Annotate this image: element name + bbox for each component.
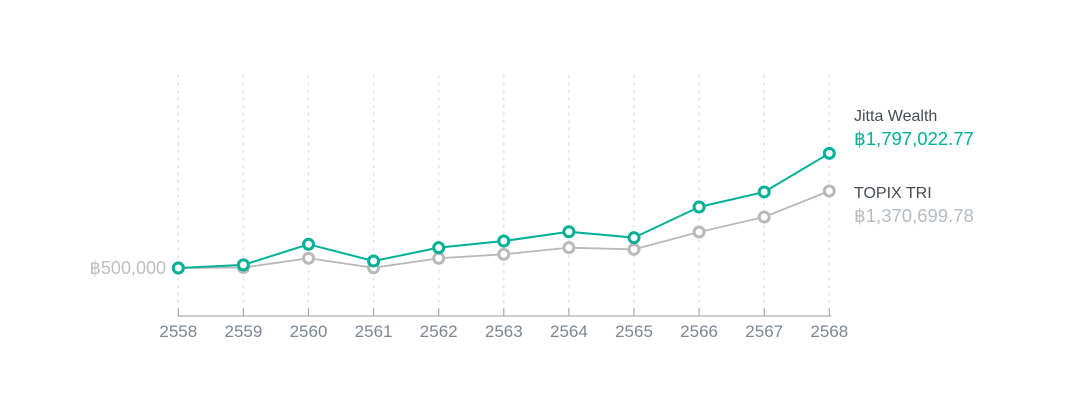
legend-series-name: TOPIX TRI [854, 185, 932, 202]
data-point-topix-tri-2566[interactable] [692, 225, 706, 239]
data-point-jitta-wealth-2563[interactable] [497, 234, 511, 248]
x-tick-label: 2560 [290, 322, 328, 341]
data-point-topix-tri-2567[interactable] [757, 210, 771, 224]
x-tick-label: 2561 [355, 322, 393, 341]
chart-legend: Jitta Wealth ฿1,797,022.77 TOPIX TRI ฿1,… [854, 106, 1064, 260]
legend-item-jitta-wealth: Jitta Wealth ฿1,797,022.77 [854, 106, 1064, 151]
legend-series-value: ฿1,370,699.78 [854, 205, 974, 226]
data-point-topix-tri-2562[interactable] [432, 251, 446, 265]
x-tick-label: 2564 [550, 322, 588, 341]
x-tick-label: 2559 [224, 322, 262, 341]
x-tick-label: 2568 [810, 322, 848, 341]
data-point-jitta-wealth-2566[interactable] [692, 200, 706, 214]
data-point-topix-tri-2568[interactable] [822, 184, 836, 198]
y-baseline-label: ฿500,000 [89, 258, 166, 278]
data-point-jitta-wealth-2561[interactable] [367, 254, 381, 268]
data-point-jitta-wealth-2558[interactable] [171, 261, 185, 275]
legend-item-topix-tri: TOPIX TRI ฿1,370,699.78 [854, 183, 1064, 228]
x-tick-label: 2563 [485, 322, 523, 341]
data-point-topix-tri-2560[interactable] [302, 251, 315, 265]
data-point-jitta-wealth-2568[interactable] [822, 146, 836, 160]
x-tick-label: 2565 [615, 322, 653, 341]
data-point-topix-tri-2563[interactable] [497, 247, 511, 261]
data-point-topix-tri-2564[interactable] [562, 241, 576, 255]
x-tick-label: 2562 [420, 322, 458, 341]
data-point-jitta-wealth-2564[interactable] [562, 225, 576, 239]
legend-series-value: ฿1,797,022.77 [854, 128, 974, 149]
x-tick-label: 2566 [680, 322, 718, 341]
data-point-topix-tri-2565[interactable] [627, 242, 641, 256]
x-tick-label: 2558 [159, 322, 197, 341]
data-point-jitta-wealth-2565[interactable] [627, 231, 641, 245]
x-tick-label: 2567 [745, 322, 783, 341]
data-point-jitta-wealth-2560[interactable] [302, 237, 315, 251]
data-point-jitta-wealth-2559[interactable] [236, 258, 250, 272]
data-point-jitta-wealth-2562[interactable] [432, 241, 446, 255]
legend-series-name: Jitta Wealth [854, 108, 938, 125]
data-point-jitta-wealth-2567[interactable] [757, 185, 771, 199]
